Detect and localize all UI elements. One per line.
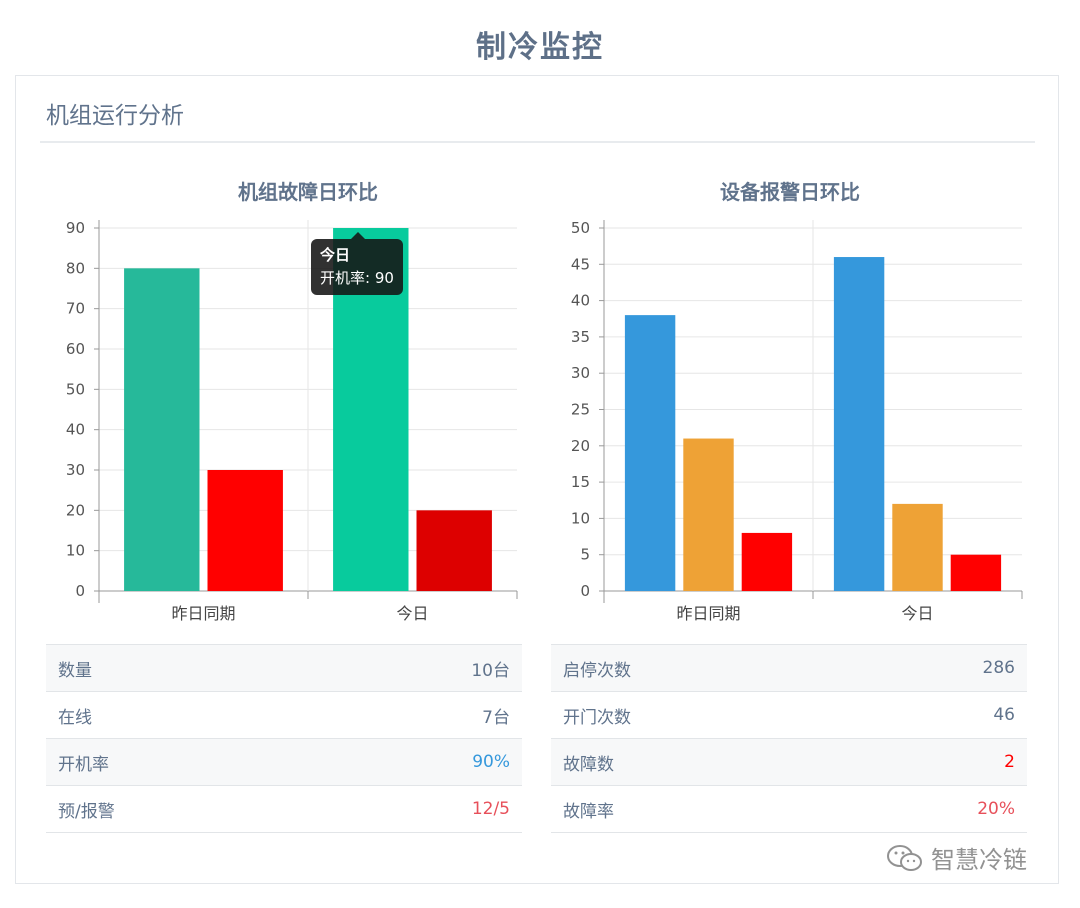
- bar: [207, 470, 283, 591]
- panel-title: 机组运行分析: [46, 103, 184, 129]
- stat-row: 开门次数 46: [551, 692, 1027, 739]
- stat-value: 10台: [471, 660, 510, 681]
- stat-label: 开机率: [58, 754, 109, 775]
- bar: [741, 532, 793, 591]
- y-tick-label: 20: [571, 437, 590, 455]
- y-tick-label: 50: [571, 219, 590, 237]
- stat-row: 启停次数 286: [551, 645, 1027, 692]
- bar: [124, 268, 200, 591]
- y-tick-label: 35: [571, 328, 590, 346]
- y-tick-label: 80: [66, 259, 85, 277]
- bar: [892, 503, 943, 591]
- stat-label: 启停次数: [563, 660, 631, 681]
- bar: [624, 315, 676, 591]
- unit-fault-bar-chart: 0 10 20 30 40 50 60 70 80 90 昨日同期 今日: [66, 219, 518, 623]
- stat-row: 在线 7台: [46, 692, 522, 739]
- device-alarm-bar-chart: 0 5 10 15 20 25 30 35 40 45 50 昨日同期 今日: [571, 219, 1023, 623]
- chart-tooltip: 今日 开机率: 90: [311, 232, 403, 295]
- y-tick-label: 15: [571, 473, 590, 491]
- watermark: 智慧冷链: [885, 840, 1027, 875]
- bar: [950, 554, 1002, 591]
- y-tick-label: 25: [571, 401, 590, 419]
- stat-value: 286: [982, 658, 1015, 678]
- x-category-label: 今日: [396, 604, 428, 623]
- y-tick-label: 10: [66, 542, 85, 560]
- tooltip-value: 90: [374, 269, 394, 287]
- panel-divider: [40, 141, 1035, 143]
- stat-value: 20%: [977, 799, 1015, 819]
- stat-label: 故障数: [563, 754, 614, 775]
- y-tick-label: 20: [66, 501, 85, 519]
- y-tick-label: 60: [66, 340, 85, 358]
- stat-label: 开门次数: [563, 707, 631, 728]
- unit-analysis-panel: 机组运行分析: [15, 75, 1059, 884]
- stat-value: 12/5: [471, 799, 510, 819]
- stat-value: 2: [1004, 752, 1015, 772]
- bar: [416, 510, 492, 591]
- stat-row: 数量 10台: [46, 645, 522, 692]
- y-tick-label: 50: [66, 380, 85, 398]
- y-tick-label: 10: [571, 509, 590, 527]
- y-tick-label: 40: [66, 421, 85, 439]
- y-tick-label: 30: [571, 364, 590, 382]
- tooltip-body: 开机率: 90: [320, 269, 394, 287]
- y-tick-label: 0: [75, 582, 85, 600]
- y-tick-label: 30: [66, 461, 85, 479]
- unit-stats-table: 数量 10台在线 7台开机率 90% 预/报警 12/5: [46, 644, 522, 833]
- stat-label: 故障率: [563, 801, 614, 822]
- stat-value: 7台: [482, 707, 510, 728]
- tooltip-series-label: 开机率: [320, 269, 366, 287]
- x-category-label: 昨日同期: [171, 604, 235, 623]
- bar: [683, 438, 734, 591]
- bar: [833, 257, 885, 591]
- stat-value: 90%: [472, 752, 510, 772]
- stat-row: 故障率 20%: [551, 786, 1027, 833]
- x-category-label: 今日: [901, 604, 933, 623]
- page-title: 制冷监控: [476, 30, 604, 65]
- chart-title-unit-fault: 机组故障日环比: [238, 180, 378, 204]
- wechat-icon: [887, 844, 922, 871]
- stat-label: 在线: [58, 707, 92, 728]
- y-tick-label: 40: [571, 292, 590, 310]
- watermark-text: 智慧冷链: [931, 846, 1027, 874]
- y-tick-label: 45: [571, 255, 590, 273]
- tooltip-title: 今日: [320, 246, 351, 264]
- stat-row: 预/报警 12/5: [46, 786, 522, 833]
- x-category-label: 昨日同期: [676, 604, 740, 623]
- stat-row: 故障数 2: [551, 739, 1027, 786]
- stat-label: 数量: [58, 660, 92, 681]
- y-tick-label: 70: [66, 300, 85, 318]
- tooltip-arrow: [351, 232, 365, 239]
- y-tick-label: 90: [66, 219, 85, 237]
- stat-label: 预/报警: [58, 801, 115, 822]
- device-stats-table: 启停次数 286 开门次数 46 故障数 2 故障率 20%: [551, 644, 1027, 833]
- chart-title-device-alarm: 设备报警日环比: [720, 180, 860, 204]
- y-tick-label: 5: [580, 546, 590, 564]
- stat-value: 46: [993, 705, 1015, 725]
- y-tick-label: 0: [580, 582, 590, 600]
- stat-row: 开机率 90%: [46, 739, 522, 786]
